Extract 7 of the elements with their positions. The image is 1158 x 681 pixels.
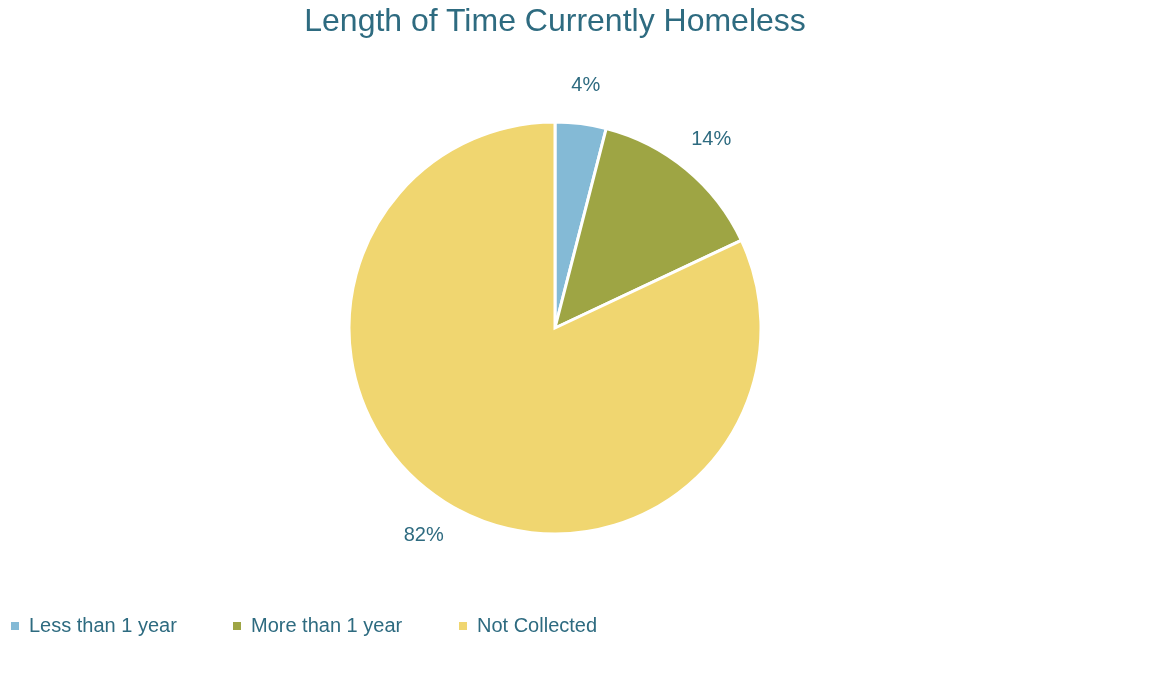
data-label: 14%	[691, 127, 732, 150]
data-label: 4%	[571, 72, 601, 95]
legend-label: Not Collected	[477, 614, 598, 636]
legend-label: More than 1 year	[251, 614, 403, 636]
chart-title: Length of Time Currently Homeless	[304, 2, 806, 38]
legend-label: Less than 1 year	[29, 614, 178, 636]
data-label: 82%	[403, 522, 444, 545]
